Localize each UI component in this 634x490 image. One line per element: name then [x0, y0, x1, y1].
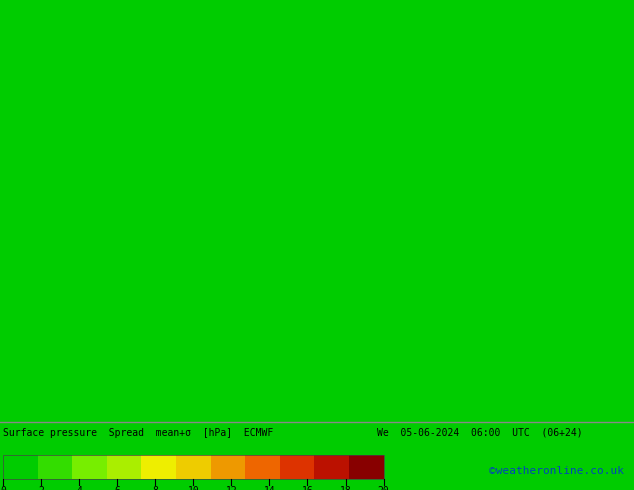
Text: 10: 10 [188, 486, 199, 490]
Text: 4: 4 [76, 486, 82, 490]
Text: 18: 18 [340, 486, 351, 490]
Text: We  05-06-2024  06:00  UTC  (06+24): We 05-06-2024 06:00 UTC (06+24) [377, 428, 583, 438]
Text: 2: 2 [38, 486, 44, 490]
Text: 0: 0 [0, 486, 6, 490]
Text: 16: 16 [302, 486, 313, 490]
Text: 12: 12 [226, 486, 237, 490]
Text: 14: 14 [264, 486, 275, 490]
Text: 8: 8 [152, 486, 158, 490]
Text: 20: 20 [378, 486, 389, 490]
Text: 6: 6 [114, 486, 120, 490]
Text: Surface pressure  Spread  mean+σ  [hPa]  ECMWF: Surface pressure Spread mean+σ [hPa] ECM… [3, 428, 273, 438]
Text: ©weatheronline.co.uk: ©weatheronline.co.uk [489, 466, 624, 476]
